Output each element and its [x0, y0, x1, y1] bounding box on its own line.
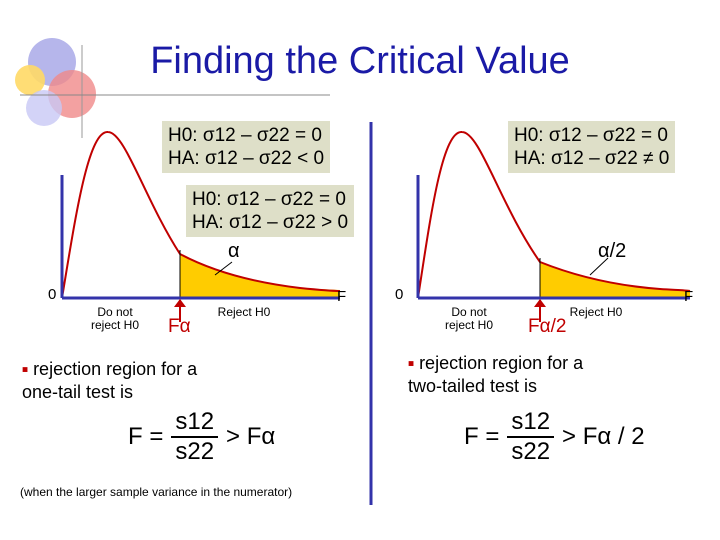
left-hypothesis-box-lower: H0: σ12 – σ22 = 0 HA: σ12 – σ22 < 0 — [162, 121, 331, 173]
right-hypothesis-box: H0: σ12 – σ22 = 0 HA: σ12 – σ22 ≠ 0 — [508, 121, 676, 173]
right-alpha-label: α/2 — [598, 240, 627, 262]
left-rejection-shade — [180, 254, 340, 298]
right-formula-denominator: s22 — [511, 438, 551, 465]
left-note: (when the larger sample variance in the … — [20, 485, 293, 499]
right-do-not-reject-label: Do not reject H0 — [444, 305, 494, 332]
left-reject-label: Reject H0 — [217, 305, 271, 319]
left-formula-numerator: s12 — [171, 408, 219, 438]
left-chart — [60, 130, 341, 322]
left-ha-lower: HA: σ12 – σ22 < 0 — [168, 148, 325, 169]
left-axis-end-label: F — [337, 288, 347, 305]
left-bullet-text: rejection region for a one-tail test is — [22, 359, 198, 403]
left-h0-upper: H0: σ12 – σ22 = 0 — [192, 189, 346, 210]
left-h0-lower: H0: σ12 – σ22 = 0 — [168, 125, 322, 146]
left-alpha-pointer — [214, 261, 233, 276]
left-alpha-label: α — [228, 240, 240, 262]
left-formula-lhs: F = — [128, 423, 164, 450]
right-formula-fraction: s12 s22 — [507, 408, 555, 466]
left-origin-label: 0 — [48, 286, 57, 303]
right-chart — [416, 130, 691, 322]
right-bullet-text: rejection region for a two-tailed test i… — [408, 353, 584, 397]
bullet-square-icon: ■ — [408, 358, 415, 370]
left-bullet: ■ rejection region for a one-tail test i… — [22, 358, 222, 403]
right-rejection-shade — [540, 262, 690, 298]
left-density-curve — [61, 130, 341, 299]
left-critical-arrow-icon — [174, 299, 186, 307]
right-formula: F = s12 s22 > Fα / 2 — [464, 408, 645, 466]
page-title: Finding the Critical Value — [150, 40, 570, 82]
right-formula-numerator: s12 — [507, 408, 555, 438]
right-ha: HA: σ12 – σ22 ≠ 0 — [514, 148, 670, 169]
left-formula-rhs: > Fα — [226, 423, 276, 450]
right-alpha-pointer — [589, 257, 609, 276]
right-h0: H0: σ12 – σ22 = 0 — [514, 125, 668, 146]
left-hypothesis-box-upper: H0: σ12 – σ22 = 0 HA: σ12 – σ22 > 0 — [186, 185, 355, 237]
right-critical-value-label: Fα/2 — [528, 316, 567, 337]
logo-circles-icon — [15, 38, 96, 126]
right-axis-end-label: F — [684, 288, 694, 305]
right-formula-rhs: > Fα / 2 — [562, 423, 645, 450]
right-density-curve — [417, 130, 691, 299]
left-do-not-reject-label: Do not reject H0 — [90, 305, 140, 332]
right-origin-label: 0 — [395, 286, 404, 303]
left-formula-denominator: s22 — [175, 438, 215, 465]
right-critical-arrow-icon — [534, 299, 546, 307]
right-bullet: ■ rejection region for a two-tailed test… — [408, 352, 608, 397]
right-reject-label: Reject H0 — [569, 305, 623, 319]
left-ha-upper: HA: σ12 – σ22 > 0 — [192, 212, 349, 233]
bullet-square-icon: ■ — [22, 364, 29, 376]
left-formula-fraction: s12 s22 — [171, 408, 219, 466]
right-formula-lhs: F = — [464, 423, 500, 450]
left-critical-value-label: Fα — [168, 316, 191, 337]
left-formula: F = s12 s22 > Fα — [128, 408, 275, 466]
